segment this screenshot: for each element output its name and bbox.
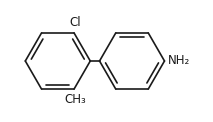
Text: Cl: Cl [70, 16, 81, 29]
Text: CH₃: CH₃ [65, 93, 86, 106]
Text: NH₂: NH₂ [168, 55, 190, 67]
